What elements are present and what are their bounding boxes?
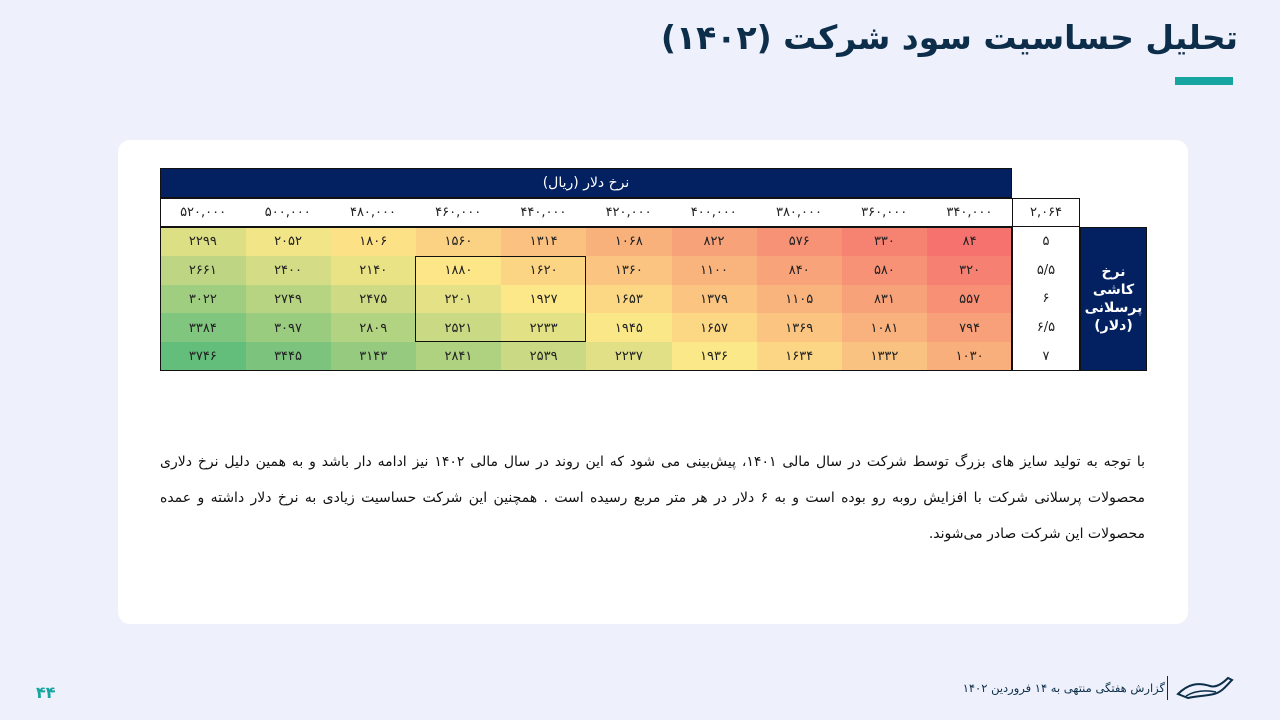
table-cell: ۱۰۳۰ [926,342,1013,372]
table-cell: ۲۶۶۱ [160,255,246,286]
table-cell: ۲۷۴۹ [245,284,331,314]
company-logo-icon [1176,676,1234,700]
table-cell: ۸۴ [926,227,1013,257]
table-cell: ۱۳۱۴ [500,227,587,257]
table-cell: ۸۳۱ [841,284,928,314]
axis-label-line: پرسلانی [1084,300,1143,316]
table-cell: ۱۹۲۷ [500,284,587,314]
table-cell: ۳۷۴۶ [160,342,246,372]
table-cell: ۱۹۴۵ [586,313,672,343]
table-cell: ۲۱۴۰ [330,255,417,286]
table-cell: ۲۰۵۲ [245,227,331,257]
table-cell: ۷۹۴ [926,313,1013,343]
column-header: ۴۸۰,۰۰۰ [330,198,416,227]
column-header: ۵۰۰,۰۰۰ [245,198,331,227]
table-cell: ۸۲۲ [671,227,757,257]
table-cell: ۲۲۹۹ [160,227,246,257]
row-label: ۷ [1012,342,1080,371]
axis-label-line: (دلار) [1094,318,1133,335]
table-cell: ۳۱۴۳ [330,342,417,372]
table-cell: ۳۳۸۴ [160,313,246,343]
table-cell: ۳۲۰ [926,255,1013,286]
column-header: ۳۴۰,۰۰۰ [926,198,1012,227]
footer-divider [1167,676,1168,700]
table-cell: ۳۰۲۲ [160,284,246,314]
table-cell: ۲۵۳۹ [500,342,587,372]
table-cell: ۲۴۷۵ [330,284,417,314]
footer-report-text: گزارش هفتگی منتهی به ۱۴ فروردین ۱۴۰۲ [962,681,1165,695]
table-cell: ۱۳۶۹ [756,313,843,343]
page-title: تحلیل حساسیت سود شرکت (۱۴۰۲) [660,18,1238,57]
row-label: ۶/۵ [1012,313,1080,343]
table-cell: ۱۱۰۰ [671,255,757,286]
table-cell: ۳۳۰ [841,227,928,257]
page-number: ۴۴ [36,683,56,702]
table-cell: ۲۲۳۳ [500,313,587,343]
corner-value: ۲,۰۶۴ [1012,198,1080,227]
row-label: ۵ [1012,227,1080,256]
table-cell: ۱۳۶۰ [586,255,672,286]
table-cell: ۱۱۰۵ [756,284,843,314]
column-header: ۵۲۰,۰۰۰ [160,198,246,227]
tile-rate-axis-label: نرخ کاشی پرسلانی (دلار) [1080,227,1147,371]
title-underline [1175,77,1233,85]
table-cell: ۱۳۳۲ [841,342,928,372]
table-cell: ۱۸۰۶ [330,227,417,257]
table-cell: ۲۵۲۱ [415,313,502,343]
table-cell: ۲۲۰۱ [415,284,502,314]
column-header: ۴۶۰,۰۰۰ [415,198,501,227]
table-cell: ۵۸۰ [841,255,928,286]
table-cell: ۱۹۳۶ [671,342,757,372]
row-label: ۶ [1012,284,1080,314]
table-cell: ۲۴۰۰ [245,255,331,286]
table-cell: ۱۰۶۸ [586,227,672,257]
column-header: ۴۰۰,۰۰۰ [671,198,757,227]
table-cell: ۱۶۵۷ [671,313,757,343]
table-cell: ۱۰۸۱ [841,313,928,343]
column-header: ۴۲۰,۰۰۰ [586,198,672,227]
analysis-paragraph: با توجه به تولید سایز های بزرگ توسط شرکت… [160,454,1146,542]
table-cell: ۵۷۶ [756,227,843,257]
table-cell: ۱۵۶۰ [415,227,502,257]
table-cell: ۲۲۳۷ [586,342,672,372]
table-cell: ۲۸۰۹ [330,313,417,343]
table-cell: ۱۸۸۰ [415,255,502,286]
table-cell: ۱۳۷۹ [671,284,757,314]
column-header: ۳۸۰,۰۰۰ [756,198,842,227]
row-label: ۵/۵ [1012,255,1080,285]
table-cell: ۵۵۷ [926,284,1013,314]
table-cell: ۳۴۴۵ [245,342,331,372]
table-cell: ۸۴۰ [756,255,843,286]
table-cell: ۳۰۹۷ [245,313,331,343]
table-cell: ۱۶۵۳ [586,284,672,314]
dollar-rate-header: نرخ دلار (ریال) [160,168,1012,198]
table-cell: ۱۶۳۴ [756,342,843,372]
column-header: ۴۴۰,۰۰۰ [500,198,586,227]
axis-label-line: نرخ کاشی [1092,263,1135,298]
column-header: ۳۶۰,۰۰۰ [841,198,927,227]
table-cell: ۱۶۲۰ [500,255,587,286]
table-cell: ۲۸۴۱ [415,342,502,372]
